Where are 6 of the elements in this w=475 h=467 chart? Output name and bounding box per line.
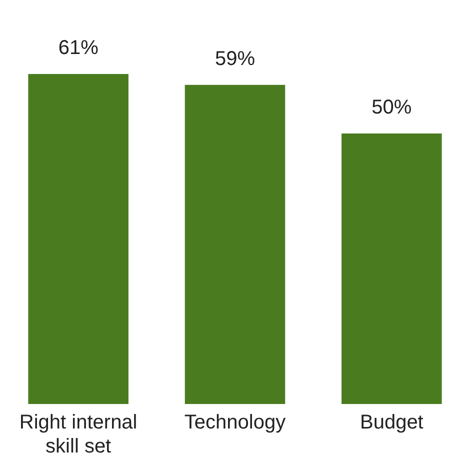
x-tick-label: Right internal skill set xyxy=(19,412,138,458)
data-label: 50% xyxy=(372,96,412,119)
x-tick-label: Budget xyxy=(360,412,424,434)
data-label: 59% xyxy=(214,48,256,70)
x-tick-label: Technology xyxy=(184,412,286,434)
data-label: 61% xyxy=(58,37,99,59)
